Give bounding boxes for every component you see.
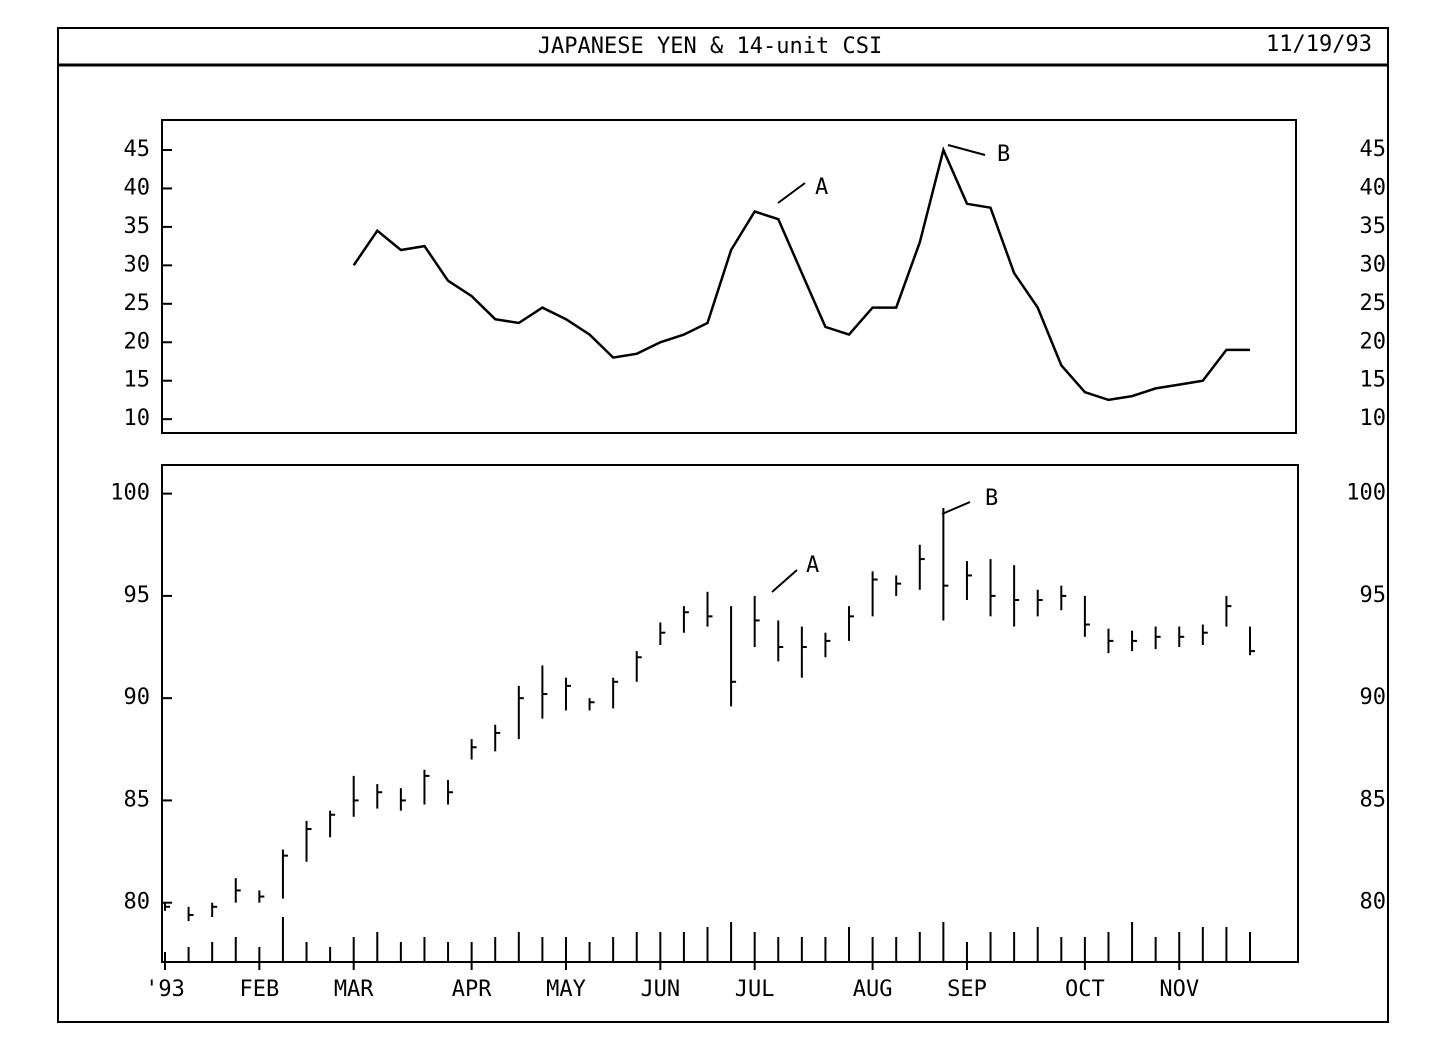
y2-tick-label: 45 [1360, 137, 1387, 162]
x-tick-label: SEP [947, 977, 987, 1002]
y2-tick-label: 15 [1360, 368, 1387, 393]
y2-tick-label: 85 [1360, 787, 1387, 812]
chart-date: 11/19/93 [1266, 32, 1372, 57]
annotation-leader [941, 501, 971, 515]
csi-line [352, 146, 1250, 402]
annotation: B [997, 142, 1010, 167]
chart-title: JAPANESE YEN & 14-unit CSI [538, 34, 882, 59]
x-tick-label: NOV [1159, 977, 1199, 1002]
y2-tick-label: 10 [1360, 406, 1387, 431]
y2-tick-label: 40 [1360, 175, 1387, 200]
annotation: A [815, 175, 828, 200]
y2-tick-label: 20 [1360, 329, 1387, 354]
y-tick-label: 45 [124, 137, 151, 162]
annotation-leader [947, 144, 986, 156]
y2-tick-label: 100 [1346, 481, 1386, 506]
y2-tick-label: 80 [1360, 890, 1387, 915]
x-tick-label: OCT [1065, 977, 1105, 1002]
y-tick-label: 20 [124, 329, 151, 354]
x-tick-label: MAR [334, 977, 374, 1002]
y2-tick-label: 95 [1360, 583, 1387, 608]
y-tick-label: 10 [124, 406, 151, 431]
annotation: A [806, 553, 819, 578]
annotation-leader [777, 182, 806, 204]
outer-frame [57, 27, 1389, 1023]
y-tick-label: 35 [124, 214, 151, 239]
y2-tick-label: 90 [1360, 685, 1387, 710]
x-tick-label: JUN [640, 977, 680, 1002]
y2-tick-label: 30 [1360, 252, 1387, 277]
y-tick-label: 90 [124, 685, 151, 710]
x-tick-label: '93 [145, 977, 185, 1002]
y-tick-label: 80 [124, 890, 151, 915]
annotation-leader [771, 569, 798, 593]
y-tick-label: 30 [124, 252, 151, 277]
y-tick-label: 25 [124, 291, 151, 316]
y-tick-label: 40 [124, 175, 151, 200]
y-tick-label: 15 [124, 368, 151, 393]
price-panel [161, 464, 1299, 963]
y2-tick-label: 25 [1360, 291, 1387, 316]
csi-panel [161, 119, 1297, 434]
y-tick-label: 95 [124, 583, 151, 608]
x-tick-label: AUG [853, 977, 893, 1002]
x-tick-label: APR [452, 977, 492, 1002]
x-tick-label: FEB [239, 977, 279, 1002]
annotation: B [985, 486, 998, 511]
y2-tick-label: 35 [1360, 214, 1387, 239]
x-tick-label: MAY [546, 977, 586, 1002]
y-tick-label: 100 [110, 481, 150, 506]
y-tick-label: 85 [124, 787, 151, 812]
x-tick-label: JUL [735, 977, 775, 1002]
